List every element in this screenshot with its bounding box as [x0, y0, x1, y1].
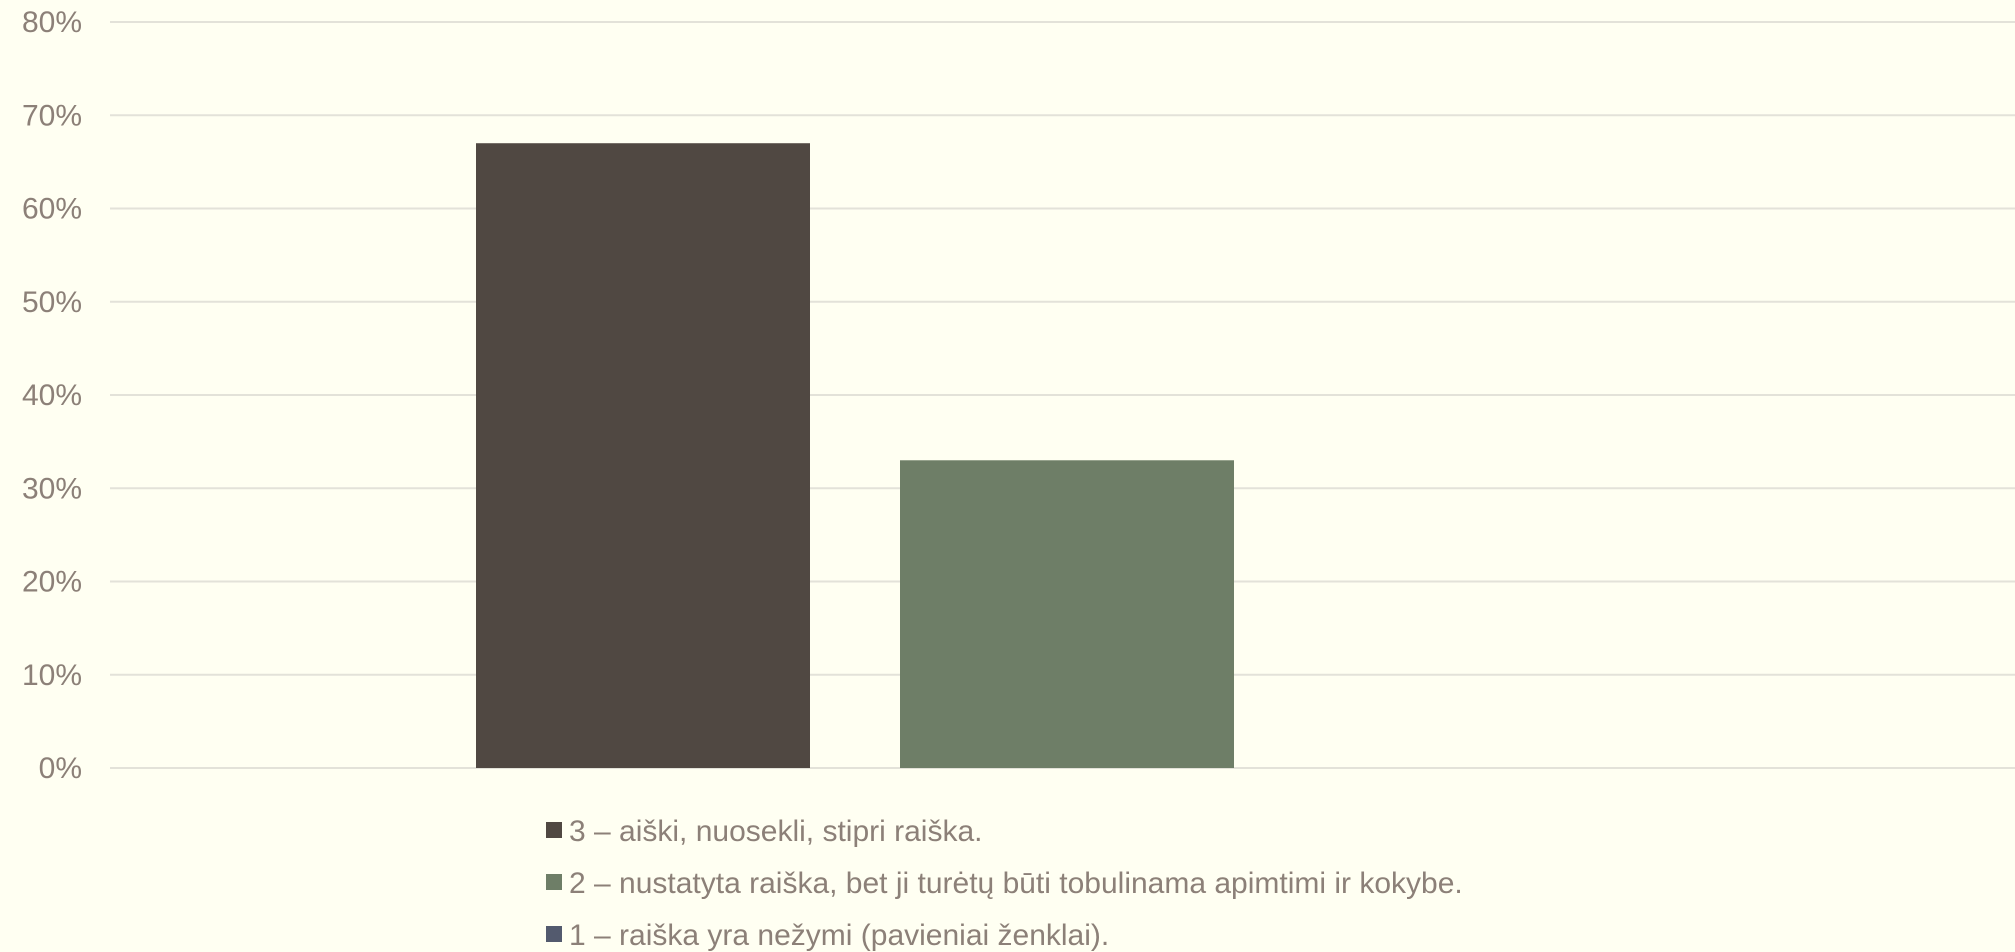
legend-label: 1 – raiška yra nežymi (pavieniai ženklai…: [569, 919, 1109, 952]
y-tick-label: 30%: [22, 472, 82, 505]
bars: [476, 143, 1234, 769]
legend-swatch: [546, 874, 562, 890]
legend-swatch: [546, 926, 562, 942]
y-tick-label: 0%: [39, 752, 82, 785]
bar-series-2: [900, 460, 1234, 768]
y-tick-label: 60%: [22, 193, 82, 226]
legend-label: 2 – nustatyta raiška, bet ji turėtų būti…: [569, 867, 1463, 900]
y-tick-label: 70%: [22, 99, 82, 132]
y-tick-label: 50%: [22, 286, 82, 319]
legend-swatch: [546, 822, 562, 838]
y-tick-label: 80%: [22, 6, 82, 39]
gridlines: [110, 21, 2015, 769]
y-tick-label: 20%: [22, 566, 82, 599]
bar-series-1: [476, 143, 810, 769]
legend: 3 – aiški, nuosekli, stipri raiška. 2 – n…: [546, 815, 1463, 952]
legend-label: 3 – aiški, nuosekli, stipri raiška.: [569, 815, 983, 848]
y-tick-label: 10%: [22, 659, 82, 692]
y-axis: 0% 10% 20% 30% 40% 50% 60% 70% 80%: [22, 6, 82, 785]
y-tick-label: 40%: [22, 379, 82, 412]
